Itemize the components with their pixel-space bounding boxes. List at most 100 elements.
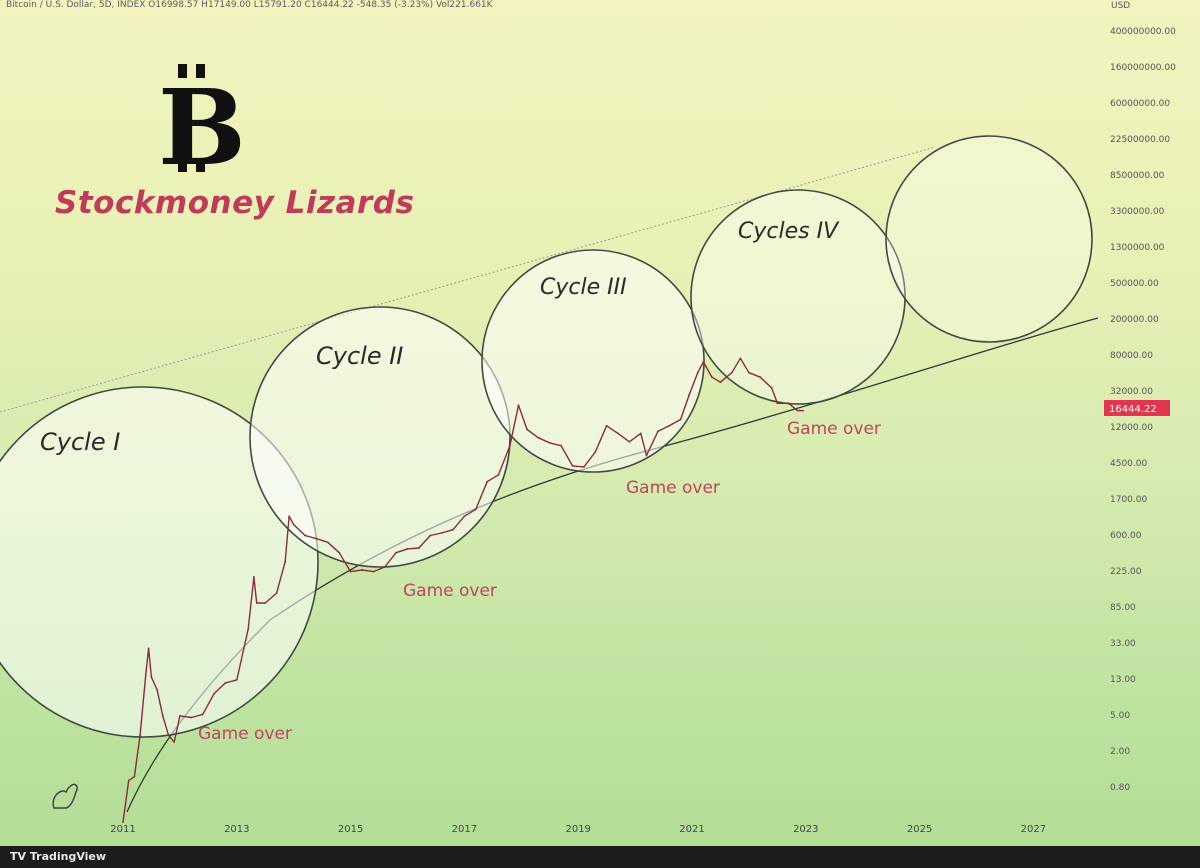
price-point <box>406 548 409 550</box>
bitcoin-logo-glyph: B <box>158 66 246 189</box>
price-point <box>190 716 193 719</box>
price-point <box>645 454 648 457</box>
price-point <box>395 551 398 554</box>
price-point <box>417 547 420 549</box>
price-point <box>617 432 619 435</box>
x-tick-label: 2027 <box>1021 824 1046 835</box>
price-point <box>372 570 375 573</box>
price-point <box>452 528 454 531</box>
game-over-label-4: Game over <box>787 419 881 439</box>
price-point <box>739 357 742 360</box>
x-axis: 2011 2013 2015 2017 2019 2021 2023 2025 2027 <box>110 824 1046 835</box>
price-point <box>429 534 432 537</box>
y-tick-label: 0.80 <box>1110 783 1130 793</box>
price-point <box>711 376 713 379</box>
y-tick-label: 200000.00 <box>1110 315 1159 325</box>
footer-bar: TV TradingView <box>0 846 1200 868</box>
price-point <box>338 551 341 554</box>
price-point <box>776 402 779 405</box>
price-point <box>486 480 489 483</box>
price-point <box>288 515 291 518</box>
brand-name: Stockmoney Lizards <box>55 185 415 221</box>
y-tick-label: 500000.00 <box>1110 279 1159 289</box>
x-tick-label: 2023 <box>793 824 818 835</box>
price-point <box>361 569 363 571</box>
cycle-label-2: Cycle II <box>316 342 403 370</box>
price-point <box>517 404 520 407</box>
price-point <box>582 465 585 468</box>
y-tick-label: 600.00 <box>1110 531 1142 541</box>
y-tick-label: 3300000.00 <box>1110 207 1165 217</box>
price-point <box>150 676 153 679</box>
cycle-5-circle <box>885 135 1093 343</box>
price-point <box>292 523 295 526</box>
price-point <box>656 430 659 433</box>
x-tick-label: 2025 <box>907 824 932 835</box>
price-point <box>679 418 682 421</box>
price-point <box>628 440 631 443</box>
cycle-4-circle <box>690 189 906 405</box>
price-point <box>668 424 671 427</box>
symbol-info-header: Bitcoin / U.S. Dollar, 5D, INDEX O16998.… <box>6 0 493 10</box>
y-tick-label: 22500000.00 <box>1110 135 1170 145</box>
price-point <box>509 444 511 447</box>
y-tick-label: 5.00 <box>1110 711 1130 721</box>
price-point <box>315 537 318 540</box>
cycle-label-1: Cycle I <box>40 428 120 456</box>
price-point <box>474 508 477 511</box>
price-point <box>275 592 278 595</box>
price-point <box>571 464 574 467</box>
price-point <box>173 741 176 743</box>
price-point <box>201 713 204 716</box>
price-point <box>156 688 159 691</box>
x-tick-label: 2013 <box>224 824 249 835</box>
price-point <box>748 371 750 374</box>
cycle-1-circle <box>0 386 319 738</box>
price-point <box>147 647 150 650</box>
y-tick-label: 80000.00 <box>1110 351 1153 361</box>
price-series-line <box>122 357 804 823</box>
price-point <box>255 602 258 604</box>
price-point <box>235 679 238 681</box>
y-tick-label: 2.00 <box>1110 747 1130 757</box>
price-point <box>139 734 141 737</box>
price-point <box>284 560 287 563</box>
cycle-label-3: Cycle III <box>540 275 627 300</box>
price-point <box>605 424 608 427</box>
price-point <box>167 734 170 737</box>
y-tick-label: 1300000.00 <box>1110 243 1165 253</box>
game-over-label-1: Game over <box>198 724 292 744</box>
currency-label: USD <box>1111 1 1130 11</box>
y-tick-label: 32000.00 <box>1110 387 1153 397</box>
price-point <box>639 432 642 435</box>
price-point <box>796 409 799 412</box>
price-point <box>770 387 773 389</box>
cycle-2-circle <box>249 306 511 568</box>
price-point <box>787 402 790 405</box>
y-tick-label: 85.00 <box>1110 603 1136 613</box>
price-point <box>688 393 691 396</box>
y-tick-label: 4500.00 <box>1110 459 1147 469</box>
price-point <box>252 575 255 578</box>
price-point <box>526 428 528 431</box>
price-point <box>440 532 443 534</box>
y-tick-label: 13.00 <box>1110 675 1136 685</box>
current-price-tag <box>1104 400 1170 416</box>
dinosaur-icon <box>52 783 78 809</box>
game-over-label-3: Game over <box>626 478 720 498</box>
price-point <box>161 715 164 717</box>
y-tick-label: 400000000.00 <box>1110 27 1176 37</box>
price-point <box>179 715 181 717</box>
y-tick-label: 12000.00 <box>1110 423 1153 433</box>
y-axis: 400000000.00 160000000.00 60000000.00 22500… <box>1110 27 1176 793</box>
y-tick-label: 1700.00 <box>1110 495 1147 505</box>
price-point <box>702 360 705 363</box>
price-point <box>133 775 136 778</box>
x-tick-label: 2015 <box>338 824 363 835</box>
price-point <box>122 821 124 823</box>
price-point <box>730 371 733 374</box>
x-tick-label: 2021 <box>679 824 704 835</box>
tradingview-footer-label: TV TradingView <box>10 850 107 863</box>
price-point <box>383 566 386 568</box>
